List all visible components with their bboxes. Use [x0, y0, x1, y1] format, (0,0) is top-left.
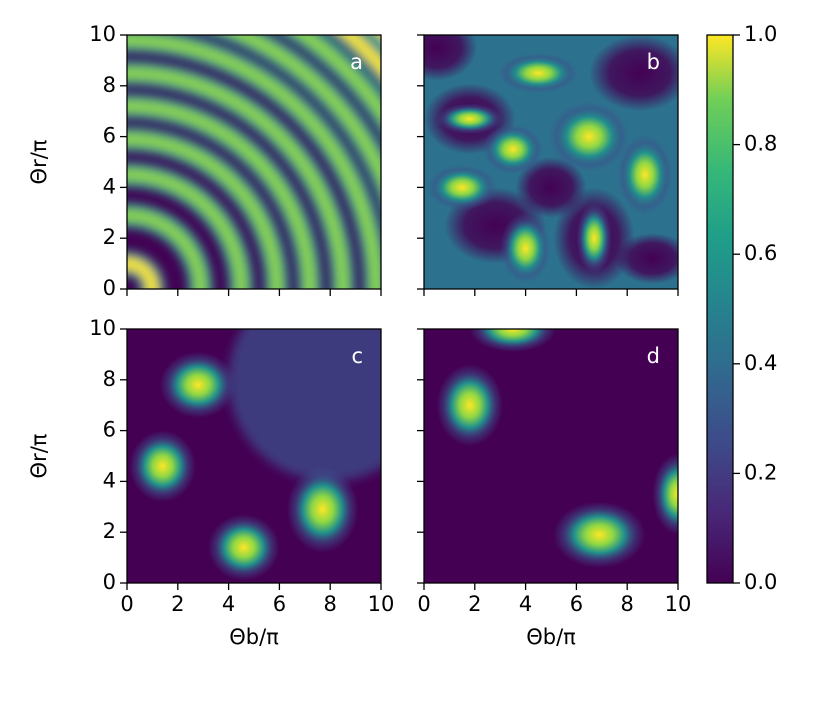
x-tick-label: 10: [665, 592, 692, 616]
y-tick-label: 2: [103, 225, 116, 249]
x-tick-label: 2: [468, 592, 481, 616]
heatmap-image: [424, 329, 678, 583]
heatmap-image: [127, 329, 381, 583]
bright-region: [287, 466, 359, 553]
x-tick-label: 6: [273, 592, 286, 616]
colorbar-tick-label: 0.6: [744, 241, 777, 265]
x-tick-label: 0: [417, 592, 430, 616]
x-tick-label: 4: [222, 592, 235, 616]
x-tick-label: 6: [570, 592, 583, 616]
bright-region: [482, 123, 544, 175]
bright-region: [129, 430, 196, 502]
y-tick-label: 4: [103, 174, 116, 198]
bright-region: [160, 351, 237, 418]
y-tick-label: 6: [103, 418, 116, 442]
panel-label: b: [647, 50, 660, 74]
bright-region: [469, 329, 557, 352]
y-tick-label: 2: [103, 519, 116, 543]
bright-region: [553, 501, 645, 568]
heatmap-image: [127, 35, 381, 289]
dark-region: [589, 35, 678, 112]
y-tick-label: 0: [103, 570, 116, 594]
y-tick-label: 10: [89, 316, 116, 340]
bright-region: [436, 103, 503, 135]
colorbar-tick-label: 0.4: [744, 351, 777, 375]
x-tick-label: 10: [368, 592, 395, 616]
y-axis-label: Θr/π: [27, 139, 51, 184]
colorbar: [706, 34, 734, 584]
colorbar-tick-label: 1.0: [744, 22, 777, 46]
y-tick-label: 0: [103, 276, 116, 300]
x-tick-label: 4: [519, 592, 532, 616]
x-tick-label: 0: [120, 592, 133, 616]
panel-label: c: [351, 344, 363, 368]
panel-label: a: [350, 50, 363, 74]
bright-region: [652, 453, 678, 535]
bright-region: [497, 52, 579, 94]
dark-region: [614, 233, 678, 284]
bright-region: [500, 212, 551, 284]
axes-frame: [423, 34, 679, 290]
x-tick-label: 8: [621, 592, 634, 616]
colorbar-tick-label: 0.0: [744, 570, 777, 594]
axes-frame: [423, 328, 679, 584]
bright-region: [617, 134, 673, 216]
y-axis-label: Θr/π: [27, 433, 51, 478]
y-tick-label: 10: [89, 22, 116, 46]
bright-region: [426, 164, 498, 211]
x-axis-label: Θb/π: [526, 625, 576, 649]
panel-label: d: [647, 344, 660, 368]
bright-region: [208, 514, 280, 581]
x-axis-label: Θb/π: [229, 625, 279, 649]
dark-region: [424, 35, 478, 81]
y-tick-label: 6: [103, 124, 116, 148]
y-tick-label: 8: [103, 367, 116, 391]
x-tick-label: 8: [324, 592, 337, 616]
axes-frame: [126, 328, 382, 584]
colorbar-tick-label: 0.8: [744, 132, 777, 156]
colorbar-tick-label: 0.2: [744, 460, 777, 484]
dark-region: [515, 156, 587, 218]
bright-region: [548, 101, 630, 173]
y-tick-label: 8: [103, 73, 116, 97]
bright-region: [436, 364, 503, 446]
bright-region: [576, 202, 612, 274]
heatmap-image: [424, 35, 678, 289]
haze: [228, 329, 381, 482]
x-tick-label: 2: [171, 592, 184, 616]
axes-frame: [126, 34, 382, 290]
y-tick-label: 4: [103, 468, 116, 492]
